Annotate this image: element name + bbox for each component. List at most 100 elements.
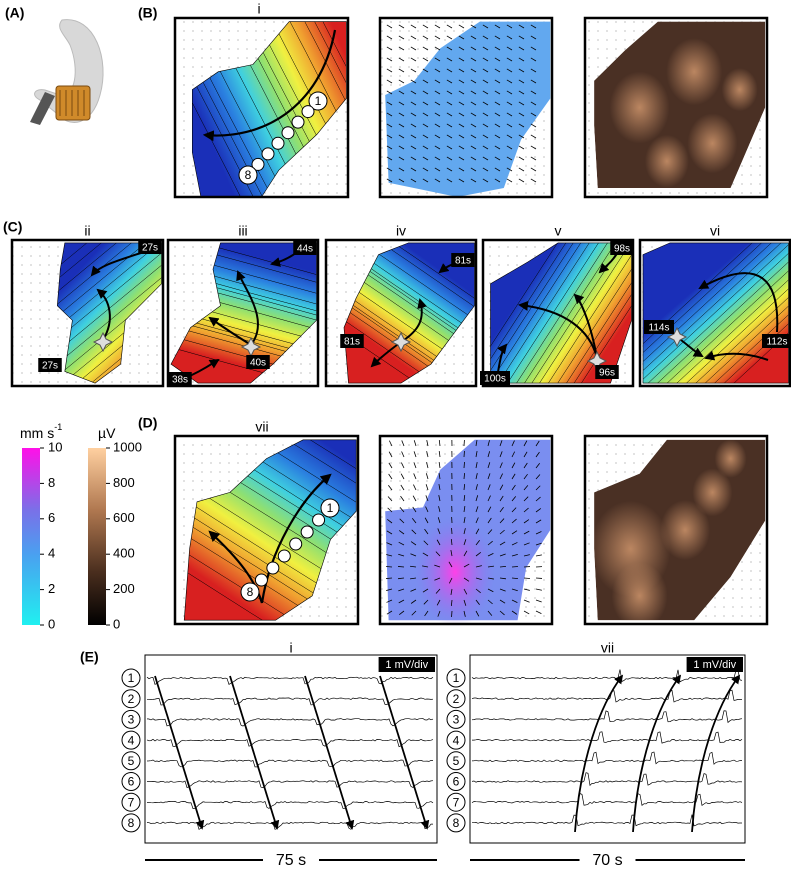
velocity-vector [387,496,393,502]
scale-label-bg [686,657,743,672]
velocity-vector [499,484,504,491]
velocity-vector [458,134,465,139]
velocity-vector [499,565,507,568]
velocity-vector [410,156,417,161]
velocity-vector [386,57,393,62]
velocity-vector [398,167,405,172]
velocity-vector [413,451,417,458]
velocity-vector [518,35,525,40]
velocity-vector [523,473,528,480]
velocity-vector [413,462,417,469]
velocity-vector [386,588,393,591]
velocity-vector [426,462,429,469]
velocity-vector [523,440,528,447]
electrode [251,157,265,171]
velocity-vector [494,178,501,183]
velocity-vector [399,518,405,524]
map-frame [10,238,165,388]
velocity-vector [411,518,417,524]
velocity-vector [499,577,507,580]
channel-marker [446,730,466,750]
velocity-vector [506,68,513,73]
velocity-vector [494,123,501,128]
trace [471,751,742,765]
time-scale-gap [263,852,319,868]
velocity-vector [435,551,441,557]
velocity-vector [470,134,477,139]
velocity-vector [506,145,513,150]
velocity-vector [470,178,477,183]
velocity-vector [482,101,489,106]
velocity-vector [482,112,489,117]
propagation-arrow [573,293,598,359]
map-title: iii [238,223,247,239]
velocity-vector [535,599,542,603]
panel-label: (E) [80,649,99,665]
velocity-vector [518,79,525,84]
time-scale-label: 70 s [592,852,622,869]
velocity-vector [482,134,489,139]
velocity-vector [487,451,491,458]
velocity-vector [494,90,501,95]
velocity-vector [523,507,529,513]
contour-line [643,242,789,384]
contour-line [171,252,317,384]
contour-line [643,242,789,384]
velocity-vector [523,577,531,579]
velocity-vector [494,112,501,117]
velocity-vector [410,68,417,73]
contour-line [192,21,347,197]
velocity-vector [400,484,405,491]
velocity-vector [518,156,525,161]
contour-line [490,242,632,384]
velocity-vector [506,35,513,40]
velocity-vector [487,462,491,469]
velocity-vector [499,495,504,502]
velocity-vector [434,134,441,139]
velocity-vector [530,178,537,183]
velocity-vector [434,90,441,95]
contour-line [57,242,162,384]
contour-line [490,242,632,384]
velocity-vector [410,90,417,95]
velocity-vector [511,473,516,480]
velocity-vector [470,101,477,106]
velocity-vector [437,610,441,617]
velocity-vector [470,167,477,172]
channel-marker [121,709,141,729]
velocity-vector [506,24,513,29]
velocity-vector [425,484,429,491]
contour-line [184,439,357,621]
channel-marker [446,709,466,729]
velocity-vector [463,563,470,568]
amplitude-spot [644,134,689,188]
velocity-vector [410,588,417,592]
velocity-vector [398,156,405,161]
velocity-vector [434,167,441,172]
propagation-arrow [154,675,205,830]
channel-marker [446,751,466,771]
velocity-vector [422,90,429,95]
velocity-vector [475,577,482,581]
velocity-vector [422,57,429,62]
electrode [238,165,258,185]
velocity-vector [422,24,429,29]
channel-marker [121,730,141,750]
velocity-vector [386,134,393,139]
contour-line [57,242,162,384]
velocity-vector [511,530,518,535]
velocity-vector [434,68,441,73]
velocity-vector [511,440,515,447]
velocity-vector [530,134,537,139]
velocity-vector [448,577,453,584]
velocity-vector [446,68,453,73]
velocity-vector [487,588,494,593]
velocity-vector [410,553,417,557]
velocity-vector [511,566,519,568]
colorbar [22,448,40,625]
pacemaker-star [92,331,114,353]
velocity-vector [398,123,405,128]
velocity-vector [458,57,465,62]
velocity-vector [475,599,480,606]
amplitude-map [594,21,766,188]
